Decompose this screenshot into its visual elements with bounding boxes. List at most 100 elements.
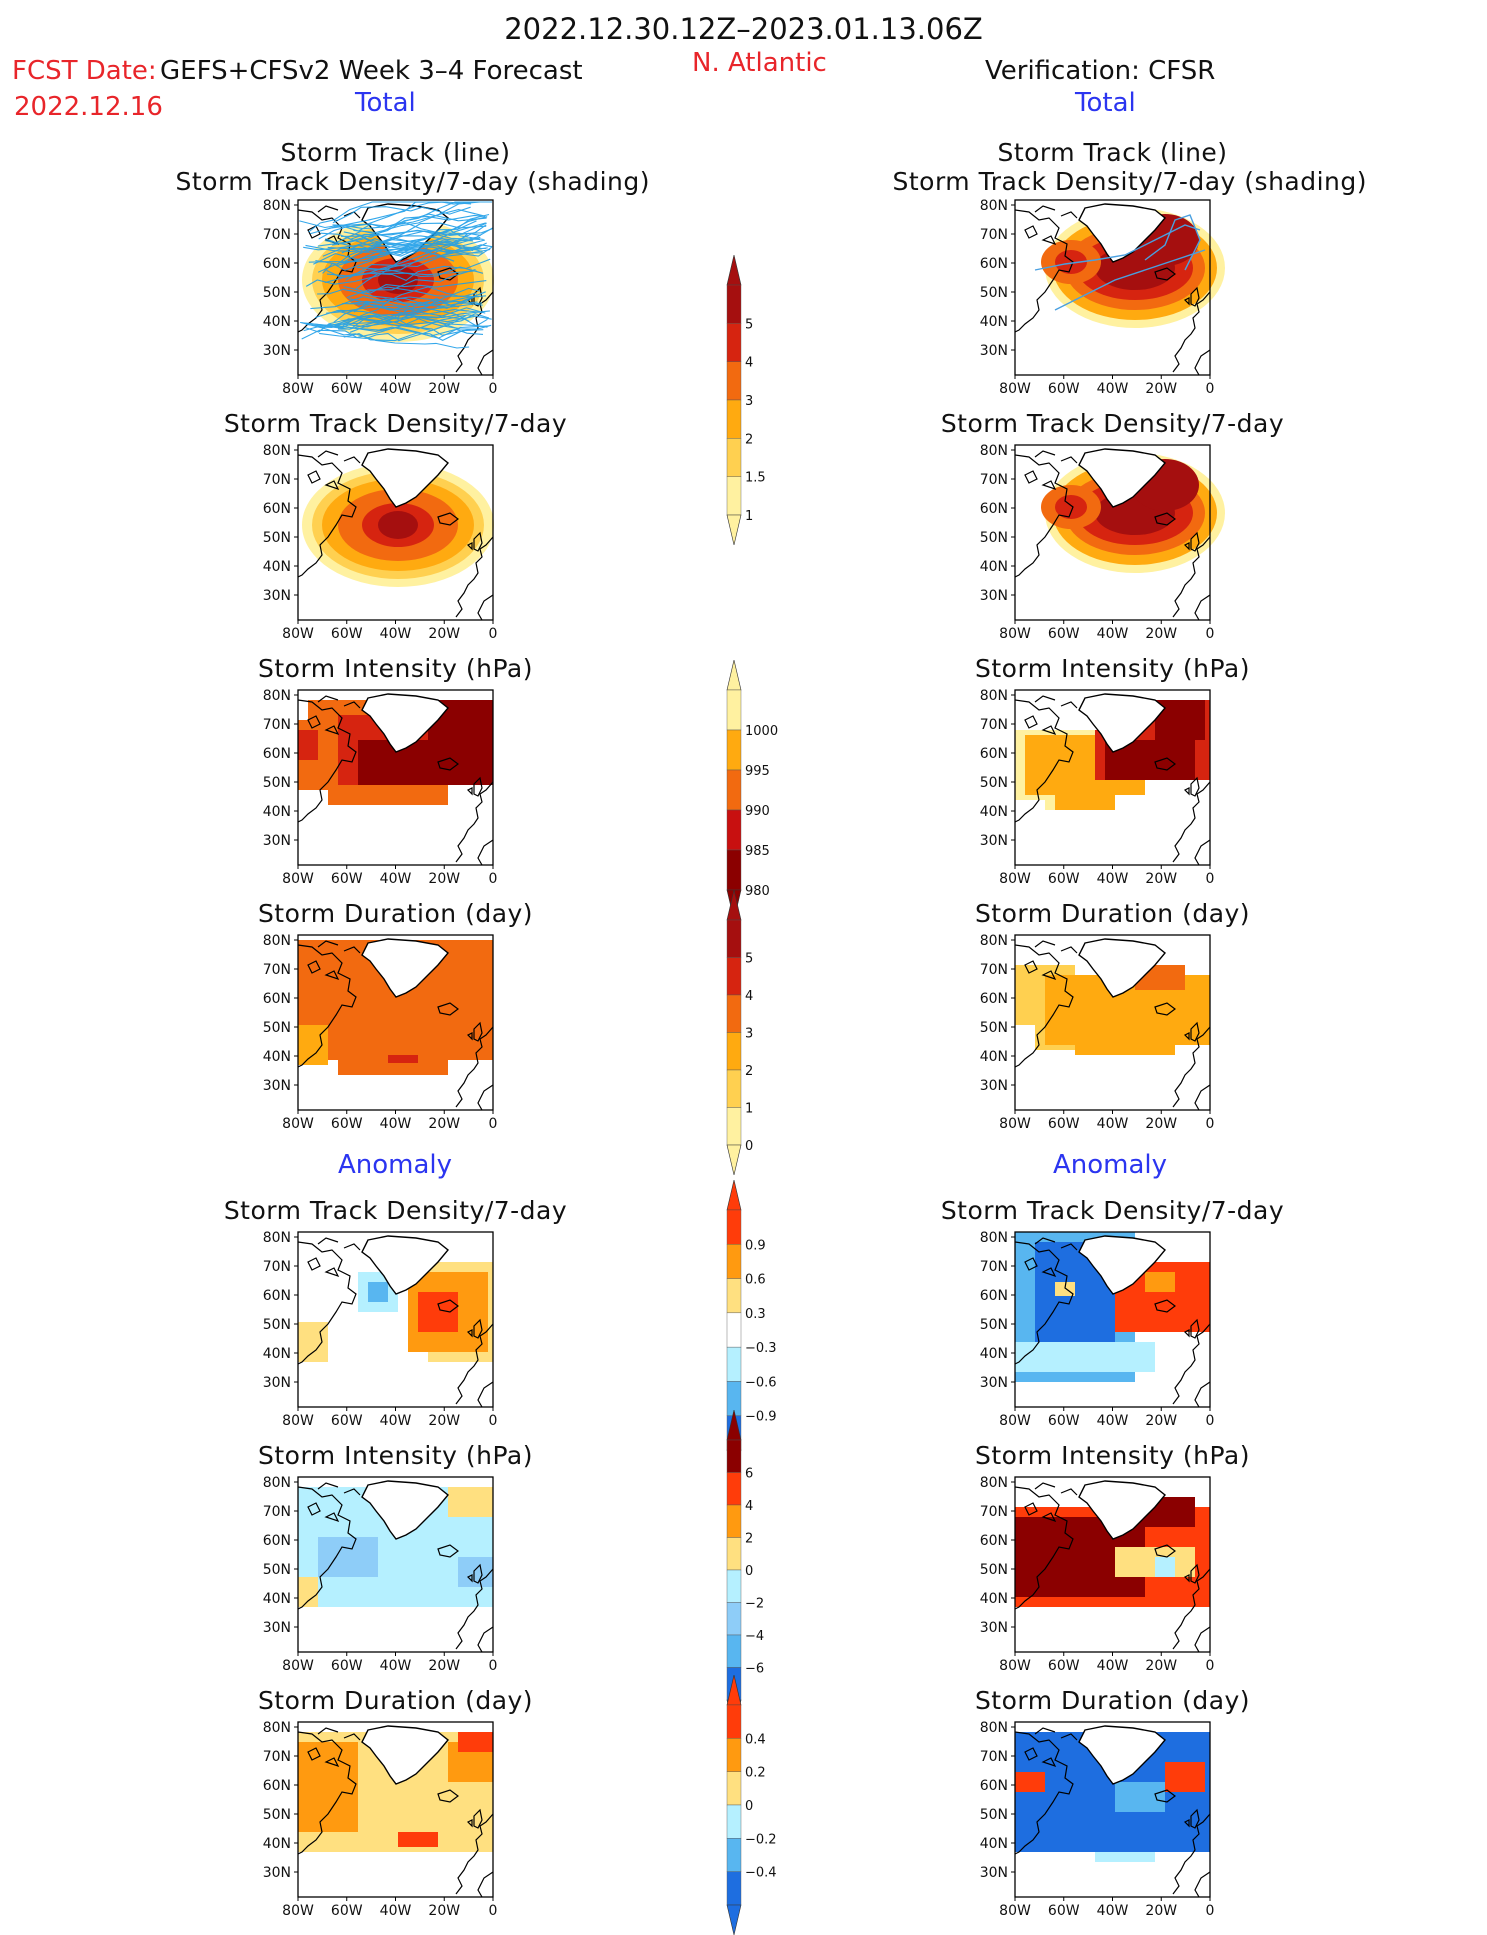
lat-tick-label: 40N [980,804,1008,820]
lat-tick-label: 80N [980,688,1008,704]
right-anom-density-map: 80N 70N 60N 50N 40N 30N 80W 60W 40W 20W 0 [980,1230,1215,1429]
colorbar-tick-label: 2 [745,432,753,447]
panel-title-line: Storm Track Density/7-day (shading) [175,167,651,196]
lat-tick-label: 50N [980,1317,1008,1333]
lon-tick-label: 80W [999,626,1031,642]
lat-tick-label: 70N [980,1504,1008,1520]
lat-tick-label: 80N [263,688,291,704]
lon-tick-label: 40W [380,1903,412,1919]
lat-tick-label: 80N [980,1720,1008,1736]
lat-tick-label: 80N [263,1230,291,1246]
panel-title-line: Storm Track Density/7-day [940,1196,1285,1225]
lat-tick-label: 80N [980,443,1008,459]
lat-tick-label: 80N [263,443,291,459]
lon-tick-label: 0 [489,381,498,397]
period-title: 2022.12.30.12Z–2023.01.13.06Z [504,12,983,46]
lat-tick-label: 80N [980,1230,1008,1246]
lon-tick-label: 20W [428,1903,460,1919]
lat-tick-label: 30N [980,1865,1008,1881]
model-label: GEFS+CFSv2 Week 3–4 Forecast [160,56,583,86]
left-duration-title: Storm Duration (day) [176,899,616,928]
lon-tick-label: 60W [1048,1413,1080,1429]
panel-title-line: Storm Track Density/7-day [223,1196,568,1225]
lat-tick-label: 40N [980,559,1008,575]
colorbar-tick-label: 3 [745,1027,753,1042]
colorbar-tick-label: 2 [745,1532,753,1547]
lon-tick-label: 0 [1206,1116,1215,1132]
anom_duration-colorbar: 0.4 0.2 0 −0.2 −0.4 [726,1675,777,1935]
lat-tick-label: 60N [980,1533,1008,1549]
lat-tick-label: 70N [263,962,291,978]
right-density-title: Storm Track Density/7-day [893,409,1333,438]
lon-tick-label: 80W [999,1116,1031,1132]
lat-tick-label: 60N [263,501,291,517]
lat-tick-label: 30N [263,588,291,604]
colorbar-tick-label: 980 [745,884,770,899]
lat-tick-label: 80N [263,933,291,949]
lon-tick-label: 60W [331,626,363,642]
panel-title-line: Storm Duration (day) [257,1686,534,1715]
right-duration-map: 80N 70N 60N 50N 40N 30N 80W 60W 40W 20W 0 [980,933,1215,1132]
lon-tick-label: 80W [282,381,314,397]
lon-tick-label: 20W [1145,626,1177,642]
lon-tick-label: 0 [1206,1413,1215,1429]
duration-colorbar: 5 4 3 2 1 0 [726,890,753,1175]
lat-tick-label: 50N [980,530,1008,546]
lat-tick-label: 40N [263,314,291,330]
lat-tick-label: 30N [980,833,1008,849]
panel-title-line: Storm Duration (day) [974,899,1251,928]
lon-tick-label: 40W [380,1413,412,1429]
lat-tick-label: 40N [980,1836,1008,1852]
lat-tick-label: 60N [980,256,1008,272]
lat-tick-label: 60N [263,1288,291,1304]
colorbar-tick-label: −0.4 [745,1866,777,1881]
lon-tick-label: 40W [1097,626,1129,642]
lon-tick-label: 80W [282,871,314,887]
lon-tick-label: 60W [1048,1116,1080,1132]
colorbar-tick-label: 5 [745,317,753,332]
right-anom-density-title: Storm Track Density/7-day [893,1196,1333,1225]
colorbar-tick-label: 1.5 [745,471,766,486]
lon-tick-label: 20W [1145,1658,1177,1674]
lat-tick-label: 70N [263,1504,291,1520]
left-total-label: Total [355,88,416,118]
lon-tick-label: 20W [428,1413,460,1429]
right-anom-intensity-map: 80N 70N 60N 50N 40N 30N 80W 60W 40W 20W 0 [980,1475,1215,1674]
colorbar-tick-label: 0 [745,1564,753,1579]
colorbar-tick-label: −0.9 [745,1410,777,1425]
lat-tick-label: 60N [980,746,1008,762]
right-track-density-map: 80N 70N 60N 50N 40N 30N 80W 60W 40W 20W 0 [980,198,1225,397]
lon-tick-label: 60W [331,1658,363,1674]
lon-tick-label: 80W [282,1903,314,1919]
lat-tick-label: 70N [263,1749,291,1765]
lon-tick-label: 80W [282,1116,314,1132]
lon-tick-label: 0 [1206,626,1215,642]
lon-tick-label: 20W [428,381,460,397]
left-anom-intensity-title: Storm Intensity (hPa) [176,1441,616,1470]
lat-tick-label: 40N [263,1049,291,1065]
lon-tick-label: 40W [1097,381,1129,397]
colorbar-tick-label: −6 [745,1662,764,1677]
lat-tick-label: 80N [263,1720,291,1736]
lat-tick-label: 60N [263,746,291,762]
colorbar-tick-label: 985 [745,844,770,859]
fcst-date: 2022.12.16 [14,92,163,122]
lat-tick-label: 60N [263,256,291,272]
lon-tick-label: 80W [282,626,314,642]
lon-tick-label: 20W [428,1116,460,1132]
lat-tick-label: 40N [263,1591,291,1607]
density-colorbar: 5 4 3 2 1.5 1 [726,255,766,545]
colorbar-tick-label: −0.2 [745,1832,777,1847]
left-density-title: Storm Track Density/7-day [176,409,616,438]
lon-tick-label: 80W [999,381,1031,397]
lat-tick-label: 60N [980,501,1008,517]
lat-tick-label: 40N [980,314,1008,330]
lon-tick-label: 60W [331,381,363,397]
lon-tick-label: 60W [1048,1903,1080,1919]
left-anom-density-title: Storm Track Density/7-day [176,1196,616,1225]
lat-tick-label: 50N [980,1020,1008,1036]
lat-tick-label: 40N [980,1346,1008,1362]
right-intensity-map: 80N 70N 60N 50N 40N 30N 80W 60W 40W 20W 0 [980,688,1215,887]
lat-tick-label: 30N [263,833,291,849]
left-density-map: 80N 70N 60N 50N 40N 30N 80W 60W 40W 20W 0 [263,443,498,642]
